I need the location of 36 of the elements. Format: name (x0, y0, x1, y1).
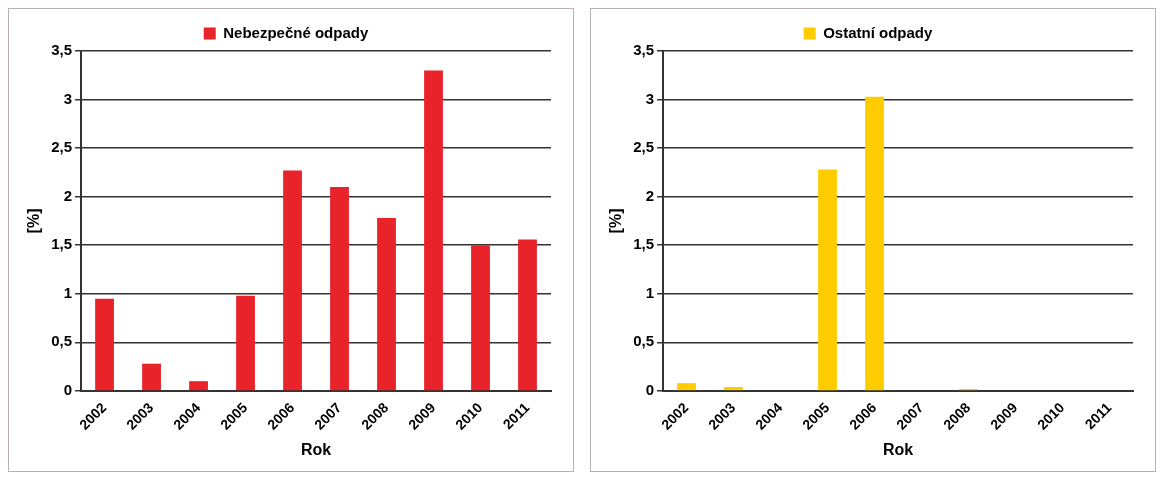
y-tick-label: 2 (63, 186, 73, 204)
bar (142, 363, 161, 391)
y-tick-label: 1,5 (51, 235, 73, 253)
y-tick-label: 3,5 (51, 41, 73, 59)
y-tick-label: 2 (645, 186, 655, 204)
bar (189, 381, 208, 391)
bar (283, 170, 302, 391)
y-axis-title: [%] (25, 208, 43, 234)
bar (330, 186, 349, 391)
y-tick-label: 0,5 (633, 332, 655, 350)
y-tick-label: 3 (63, 89, 73, 107)
y-axis-title: [%] (607, 208, 625, 234)
bar (424, 70, 443, 391)
bar (818, 169, 837, 391)
y-tick-label: 3,5 (633, 41, 655, 59)
bar (377, 218, 396, 391)
bar (865, 96, 884, 391)
legend-label: Ostatní odpady (823, 23, 933, 41)
y-tick-label: 2,5 (633, 138, 655, 156)
bar (471, 245, 490, 391)
y-tick-label: 0 (645, 381, 655, 399)
y-tick-label: 2,5 (51, 138, 73, 156)
y-tick-label: 3 (645, 89, 655, 107)
bar (95, 298, 114, 391)
bar (677, 383, 696, 391)
x-axis-title: Rok (882, 440, 914, 458)
y-tick-label: 1 (63, 283, 73, 301)
legend-label: Nebezpečné odpady (223, 23, 369, 41)
y-tick-label: 0 (63, 381, 73, 399)
bar (236, 295, 255, 391)
bar (724, 387, 743, 391)
y-tick-label: 1 (645, 283, 655, 301)
y-tick-label: 1,5 (633, 235, 655, 253)
x-axis-title: Rok (300, 440, 332, 458)
bar (518, 239, 537, 391)
y-tick-label: 0,5 (51, 332, 73, 350)
